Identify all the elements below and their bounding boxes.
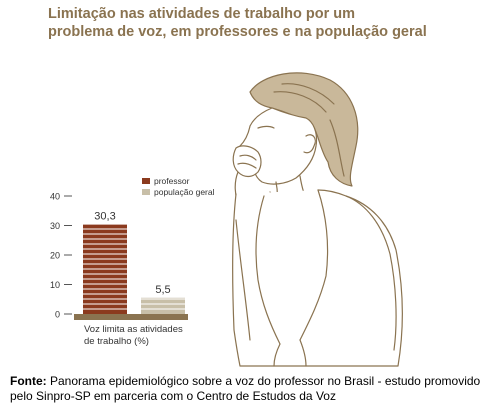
hand-shape <box>232 145 262 178</box>
category-label: de trabalho (%) <box>84 336 149 347</box>
value-label-populacao-geral: 5,5 <box>155 284 170 296</box>
legend-swatch-populacao-geral <box>142 189 150 195</box>
value-label-professor: 30,3 <box>94 211 115 223</box>
chart-title-line-1: Limitação nas atividades de trabalho por… <box>48 6 355 22</box>
bar-populacao-geral <box>141 297 185 314</box>
y-tick-label: 20 <box>50 251 60 261</box>
x-axis-baseline <box>74 314 188 320</box>
y-tick-label: 40 <box>50 192 60 202</box>
source-note: Fonte: Panorama epidemiológico sobre a v… <box>10 374 485 404</box>
category-label: Voz limita as atividades <box>84 324 183 335</box>
source-text: Panorama epidemiológico sobre a voz do p… <box>10 374 481 403</box>
eye-shape <box>257 125 275 129</box>
source-label: Fonte: <box>10 374 47 388</box>
y-tick-label: 30 <box>50 221 60 231</box>
legend-swatch-professor <box>142 178 150 184</box>
legend-label-professor: professor <box>154 176 190 186</box>
ear-shape <box>303 134 316 154</box>
chart-title-line-2: problema de voz, em professores e na pop… <box>48 24 427 40</box>
legend-label-populacao-geral: população geral <box>154 187 215 197</box>
y-tick-label: 0 <box>55 310 60 320</box>
chart-title: Limitação nas atividades de trabalho por… <box>48 5 428 41</box>
y-tick-label: 10 <box>50 280 60 290</box>
